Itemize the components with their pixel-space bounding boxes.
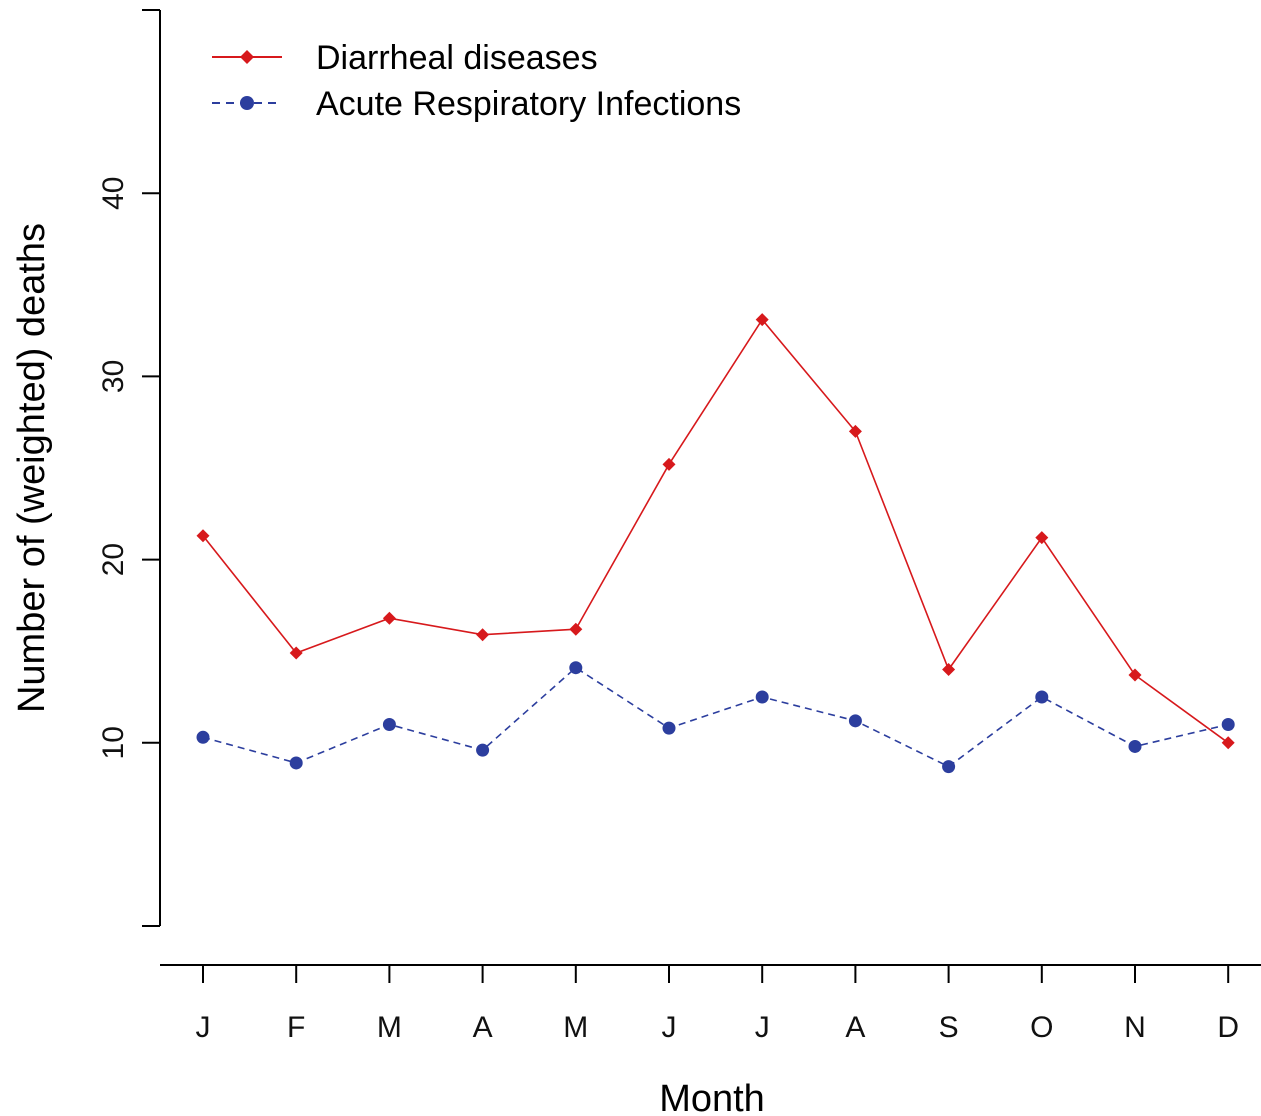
data-point: [1221, 717, 1235, 731]
x-tick-label: F: [287, 1011, 305, 1044]
data-point: [476, 743, 490, 757]
legend-label-respiratory: Acute Respiratory Infections: [316, 85, 741, 123]
data-point: [382, 717, 396, 731]
y-tick-label: 40: [97, 177, 130, 210]
data-point: [1035, 531, 1049, 545]
x-tick-label: S: [939, 1011, 959, 1044]
data-point: [755, 690, 769, 704]
data-point: [848, 714, 862, 728]
x-tick-label: D: [1217, 1011, 1239, 1044]
series-line: [202, 666, 1229, 768]
legend-label-diarrheal: Diarrheal diseases: [316, 39, 598, 77]
data-point: [1128, 739, 1142, 753]
series-layer: [196, 313, 1235, 774]
data-point: [569, 661, 583, 675]
y-tick-label: 10: [97, 726, 130, 759]
data-point: [196, 529, 210, 543]
data-point: [848, 424, 862, 438]
x-tick-label: O: [1030, 1011, 1053, 1044]
data-point: [196, 730, 210, 744]
y-axis-title: Number of (weighted) deaths: [11, 223, 53, 713]
y-tick-label: 30: [97, 360, 130, 393]
data-point: [662, 457, 676, 471]
axes: 10 20 30 40 J F M A M J J A S O N D: [97, 9, 1261, 1044]
legend-marker-diarrheal: [240, 50, 254, 64]
data-point: [1035, 690, 1049, 704]
data-point: [942, 663, 956, 677]
data-point: [382, 611, 396, 625]
data-point: [289, 646, 303, 660]
y-tick-label: 20: [97, 543, 130, 576]
data-point: [569, 622, 583, 636]
x-tick-label: J: [196, 1011, 211, 1044]
x-tick-label: A: [473, 1011, 493, 1044]
x-tick-label: M: [563, 1011, 588, 1044]
data-point: [476, 628, 490, 642]
data-point: [1128, 668, 1142, 682]
x-tick-label: J: [755, 1011, 770, 1044]
x-axis-title: Month: [659, 1078, 765, 1116]
series-diarrheal: [196, 313, 1235, 750]
data-point: [662, 721, 676, 735]
legend-marker-respiratory: [240, 96, 254, 110]
series-respiratory: [196, 661, 1235, 774]
data-point: [289, 756, 303, 770]
x-tick-label: M: [377, 1011, 402, 1044]
series-line: [202, 318, 1229, 744]
y-axis-ticks: 10 20 30 40: [97, 9, 160, 927]
data-point: [755, 313, 769, 327]
data-point: [942, 760, 956, 774]
x-tick-label: A: [845, 1011, 865, 1044]
legend: Diarrheal diseases Acute Respiratory Inf…: [212, 39, 741, 123]
x-tick-label: N: [1124, 1011, 1146, 1044]
x-tick-label: J: [662, 1011, 677, 1044]
data-point: [1221, 736, 1235, 750]
